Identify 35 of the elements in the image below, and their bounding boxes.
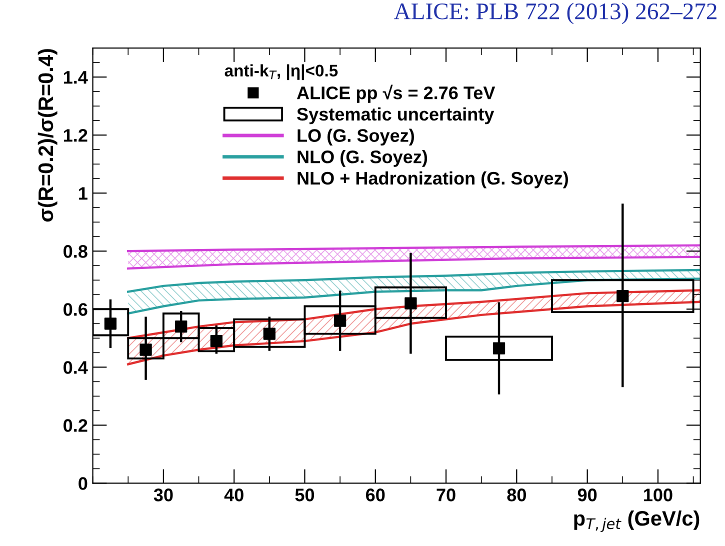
line-series bbox=[127, 278, 700, 315]
y-tick-label: 0.2 bbox=[64, 419, 88, 432]
legend-label: Systematic uncertainty bbox=[297, 107, 494, 124]
x-tick-label: 40 bbox=[224, 488, 244, 502]
y-tick-label: 0.8 bbox=[64, 245, 88, 258]
point bbox=[263, 328, 276, 340]
legend-label: NLO + Hadronization (G. Soyez) bbox=[298, 171, 568, 188]
x-tick-label: 60 bbox=[366, 488, 385, 502]
x-tick-label: 90 bbox=[578, 488, 597, 502]
x-axis-title: p$_{T,jet}$ (GeV/c) bbox=[574, 510, 700, 532]
x-tick-label: 30 bbox=[154, 488, 173, 502]
y-axis-title: σ(R=0.2)/σ(R=0.4) bbox=[38, 49, 58, 222]
chart-title: ALICE: PLB 722 (2013) 262–272 bbox=[394, 2, 716, 24]
x-tick-label: 50 bbox=[295, 488, 314, 502]
y-tick-label: 0.4 bbox=[64, 361, 88, 374]
line-series bbox=[127, 289, 700, 340]
line-series bbox=[127, 268, 700, 293]
legend-label: LO (G. Soyez) bbox=[298, 128, 414, 146]
y-tick-label: 1.4 bbox=[64, 71, 88, 84]
line-series bbox=[127, 300, 700, 366]
legend-title: anti-k$_{T}$, |η|<0.5 bbox=[224, 64, 338, 80]
y-tick-label: 1 bbox=[79, 187, 88, 200]
y-tick-label: 0.6 bbox=[64, 303, 88, 316]
legend-label: NLO (G. Soyez) bbox=[298, 150, 428, 167]
point bbox=[492, 342, 506, 354]
point bbox=[334, 314, 346, 327]
x-tick-label: 100 bbox=[644, 488, 672, 502]
legend-label: ALICE pp √s = 2.76 TeV bbox=[296, 84, 496, 103]
point bbox=[404, 297, 417, 310]
x-tick-label: 80 bbox=[507, 488, 526, 502]
x-tick-label: 70 bbox=[436, 488, 456, 502]
line-series bbox=[127, 256, 700, 270]
y-tick-label: 0 bbox=[78, 477, 88, 490]
point bbox=[616, 290, 629, 302]
y-tick-label: 1.2 bbox=[64, 129, 88, 142]
